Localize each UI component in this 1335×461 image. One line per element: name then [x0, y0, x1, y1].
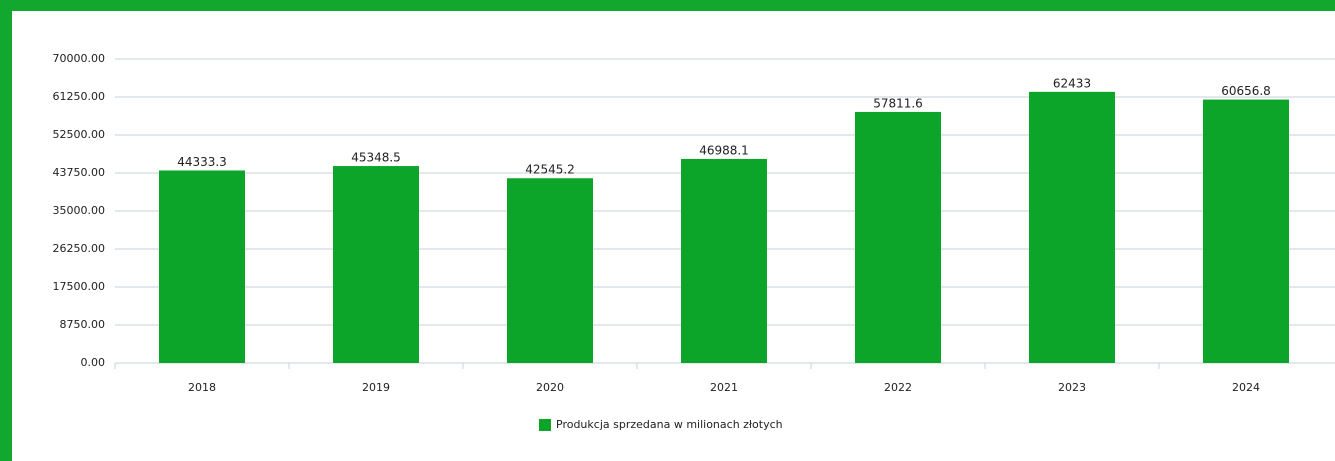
- x-tick-label: 2021: [710, 381, 738, 394]
- y-tick-label: 0.00: [81, 356, 106, 369]
- legend-swatch: [539, 419, 551, 431]
- bar: [681, 158, 767, 363]
- data-label: 60656.8: [1221, 84, 1271, 98]
- data-label: 46988.1: [699, 143, 749, 157]
- y-tick-label: 70000.00: [53, 52, 106, 65]
- data-label: 44333.3: [177, 155, 227, 169]
- y-tick-label: 43750.00: [53, 166, 106, 179]
- y-tick-label: 52500.00: [53, 128, 106, 141]
- legend-label: Produkcja sprzedana w milionach złotych: [556, 418, 783, 431]
- data-label: 42545.2: [525, 163, 575, 177]
- x-tick-label: 2023: [1058, 381, 1086, 394]
- y-tick-label: 8750.00: [60, 318, 106, 331]
- data-label: 62433: [1053, 76, 1091, 90]
- data-label: 57811.6: [873, 96, 923, 110]
- bar: [159, 170, 245, 363]
- y-tick-label: 61250.00: [53, 90, 106, 103]
- x-tick-label: 2019: [362, 381, 390, 394]
- x-tick-label: 2020: [536, 381, 564, 394]
- bar: [1029, 91, 1115, 363]
- bar: [1203, 99, 1289, 364]
- x-tick-label: 2018: [188, 381, 216, 394]
- bar: [855, 111, 941, 363]
- y-tick-label: 26250.00: [53, 242, 106, 255]
- y-tick-label: 17500.00: [53, 280, 106, 293]
- bar: [333, 166, 419, 363]
- x-tick-label: 2022: [884, 381, 912, 394]
- bar: [507, 178, 593, 363]
- y-tick-label: 35000.00: [53, 204, 106, 217]
- data-label: 45348.5: [351, 151, 401, 165]
- x-tick-label: 2024: [1232, 381, 1260, 394]
